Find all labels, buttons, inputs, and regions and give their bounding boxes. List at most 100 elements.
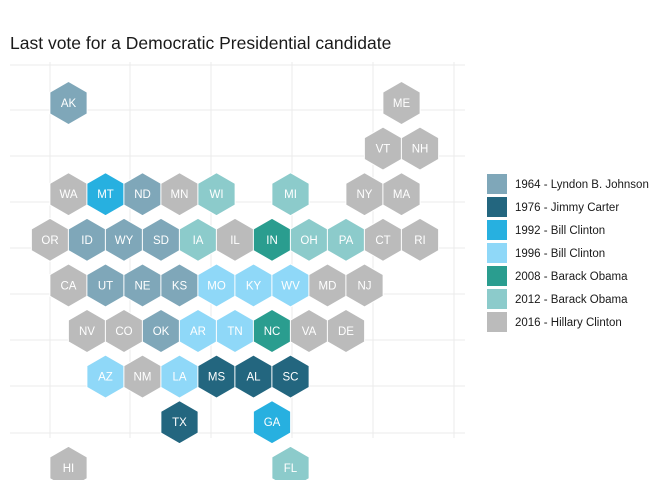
state-hex-ne: NE [123, 263, 162, 308]
state-label: NY [357, 189, 373, 201]
state-label: MI [284, 189, 297, 201]
state-hex-az: AZ [86, 354, 125, 399]
state-label: ME [393, 98, 411, 110]
hex-tile [400, 217, 440, 262]
state-label: AZ [98, 372, 113, 384]
hex-tile [252, 400, 292, 445]
state-hex-me: ME [382, 80, 421, 126]
state-hex-sc: SC [271, 354, 310, 399]
state-hex-tn: TN [215, 308, 255, 354]
legend-swatch [487, 312, 507, 332]
state-label: CA [61, 280, 77, 292]
state-label: IA [193, 235, 204, 247]
state-label: NJ [357, 280, 371, 292]
state-hex-de: DE [326, 308, 366, 354]
state-hex-md: MD [308, 263, 347, 308]
hex-tile [271, 354, 310, 399]
hex-tile [271, 172, 310, 217]
state-hex-ri: RI [400, 217, 440, 262]
state-label: NM [134, 372, 152, 384]
state-label: IL [230, 235, 240, 247]
state-label: KS [172, 280, 188, 292]
state-hex-ks: KS [160, 263, 199, 308]
state-hex-al: AL [234, 354, 273, 399]
state-label: KY [246, 280, 262, 292]
state-label: NC [264, 326, 281, 338]
state-hex-wy: WY [104, 217, 144, 262]
state-label: MA [393, 189, 411, 201]
hex-tile [271, 445, 310, 480]
legend-swatch [487, 243, 507, 263]
legend-label: 1964 - Lyndon B. Johnson [515, 179, 649, 191]
state-hex-oh: OH [289, 217, 329, 262]
chart-title: Last vote for a Democratic Presidential … [10, 33, 392, 53]
hex-tile [49, 80, 88, 126]
state-label: MS [208, 372, 226, 384]
state-label: VT [376, 144, 391, 156]
legend-label: 1992 - Bill Clinton [515, 225, 605, 237]
legend-item-1996: 1996 - Bill Clinton [487, 243, 605, 263]
legend-item-1992: 1992 - Bill Clinton [487, 220, 605, 240]
state-label: LA [172, 372, 186, 384]
state-label: WY [115, 235, 134, 247]
state-hex-il: IL [215, 217, 255, 262]
state-label: ID [81, 235, 93, 247]
state-hex-ut: UT [86, 263, 125, 308]
hex-tile [326, 308, 366, 354]
state-hex-ga: GA [252, 400, 292, 445]
legend-label: 1976 - Jimmy Carter [515, 202, 619, 214]
state-label: CO [115, 326, 132, 338]
state-hex-nm: NM [123, 354, 162, 399]
state-hex-nc: NC [252, 308, 292, 354]
legend-item-2008: 2008 - Barack Obama [487, 266, 628, 286]
state-label: PA [339, 235, 354, 247]
legend-swatch [487, 174, 507, 194]
state-label: IN [266, 235, 278, 247]
state-hex-ok: OK [141, 308, 181, 354]
state-hex-wi: WI [197, 172, 236, 217]
state-hex-va: VA [289, 308, 329, 354]
state-label: GA [264, 417, 281, 429]
state-hex-hi: HI [49, 445, 88, 480]
state-hex-ca: CA [49, 263, 88, 308]
state-label: TX [172, 417, 187, 429]
legend-label: 2016 - Hillary Clinton [515, 317, 622, 329]
legend-label: 2008 - Barack Obama [515, 271, 628, 283]
hex-layer: AK ME VT NH WA MT ND MN WI MI NY MA OR ID WY SD IA IL IN OH… [30, 80, 440, 480]
state-hex-pa: PA [326, 217, 366, 262]
state-hex-ct: CT [363, 217, 403, 262]
state-label: AL [246, 372, 261, 384]
legend-item-1964: 1964 - Lyndon B. Johnson [487, 174, 649, 194]
state-label: ND [134, 189, 151, 201]
state-label: VA [302, 326, 317, 338]
state-hex-ak: AK [49, 80, 88, 126]
state-label: WV [281, 280, 300, 292]
state-hex-id: ID [67, 217, 107, 262]
state-label: NE [135, 280, 151, 292]
state-hex-mn: MN [160, 172, 199, 217]
state-hex-wv: WV [271, 263, 310, 308]
legend: 1964 - Lyndon B. Johnson 1976 - Jimmy Car… [487, 174, 649, 332]
state-label: NH [412, 144, 429, 156]
state-hex-nh: NH [400, 126, 440, 171]
state-label: MO [207, 280, 226, 292]
hex-tile [197, 172, 236, 217]
state-label: NV [79, 326, 95, 338]
state-hex-in: IN [252, 217, 292, 262]
state-hex-co: CO [104, 308, 144, 354]
state-label: HI [63, 463, 75, 475]
state-hex-ny: NY [345, 172, 384, 217]
state-label: MD [319, 280, 337, 292]
state-label: SC [283, 372, 299, 384]
hex-tile [345, 263, 384, 308]
hex-tile [49, 445, 88, 480]
state-label: RI [414, 235, 426, 247]
state-label: MN [171, 189, 189, 201]
state-label: WI [209, 189, 223, 201]
legend-swatch [487, 289, 507, 309]
state-hex-la: LA [160, 354, 199, 399]
state-label: AR [190, 326, 206, 338]
state-label: MT [97, 189, 114, 201]
hex-tile [382, 172, 421, 217]
state-hex-tx: TX [160, 400, 199, 445]
